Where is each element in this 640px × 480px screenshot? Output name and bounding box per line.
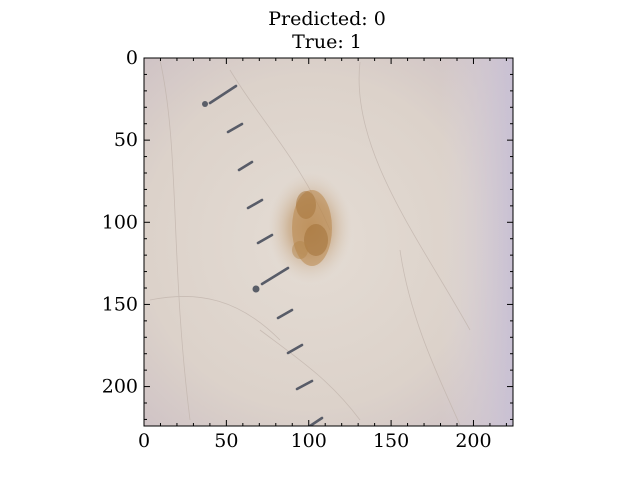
x-tick-label: 150 xyxy=(373,430,409,452)
y-tick-label: 100 xyxy=(102,211,138,233)
plot-title-true: True: 1 xyxy=(292,31,362,53)
x-tick-label: 200 xyxy=(455,430,491,452)
y-tick-label: 150 xyxy=(102,293,138,315)
y-tick-label: 200 xyxy=(102,376,138,398)
y-tick-label: 0 xyxy=(126,47,138,69)
skin-image xyxy=(144,58,513,426)
x-tick-label: 50 xyxy=(214,430,238,452)
axes-frame xyxy=(143,57,514,427)
x-tick-label: 0 xyxy=(138,430,150,452)
lesion xyxy=(268,173,352,283)
ruler-markers xyxy=(208,84,324,426)
y-tick-label: 50 xyxy=(114,129,138,151)
x-tick-label: 100 xyxy=(291,430,327,452)
plot-title-predicted: Predicted: 0 xyxy=(268,8,386,30)
